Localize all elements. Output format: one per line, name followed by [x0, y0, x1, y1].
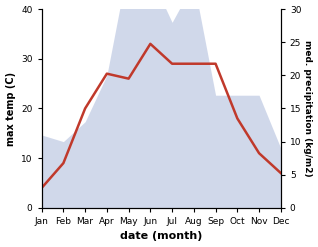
Y-axis label: max temp (C): max temp (C)	[5, 71, 16, 145]
X-axis label: date (month): date (month)	[120, 231, 203, 242]
Y-axis label: med. precipitation (kg/m2): med. precipitation (kg/m2)	[303, 40, 313, 177]
